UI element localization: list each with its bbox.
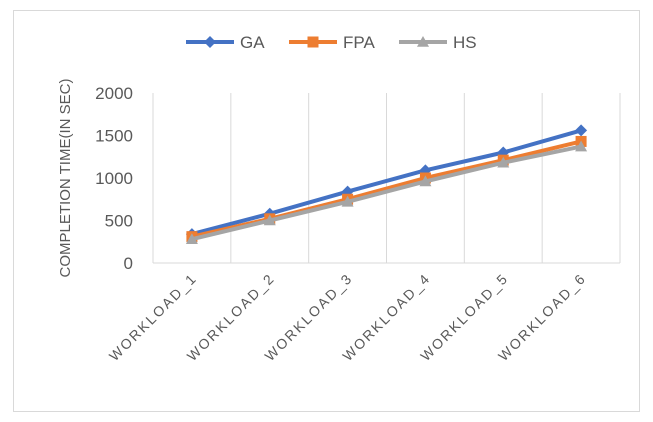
y-axis-label: COMPLETION TIME(IN SEC) <box>57 79 74 278</box>
x-axis-ticks: WORKLOAD_1WORKLOAD_2WORKLOAD_3WORKLOAD_4… <box>106 270 589 364</box>
y-tick-label: 500 <box>105 212 133 231</box>
data-point <box>575 140 588 152</box>
data-point <box>263 214 276 226</box>
chart-frame <box>13 10 640 412</box>
series-hs <box>185 140 588 244</box>
legend-label: GA <box>240 33 265 52</box>
y-axis-ticks: 0 500 1000 1500 2000 <box>95 84 133 273</box>
legend: GA FPA HS <box>186 33 477 52</box>
series-line <box>191 128 582 237</box>
legend-marker <box>417 36 429 47</box>
y-tick-label: 1000 <box>95 169 133 188</box>
series-line <box>191 144 582 242</box>
y-tick-label: 1500 <box>95 127 133 146</box>
legend-marker <box>204 36 216 48</box>
grid-lines <box>152 93 621 264</box>
legend-label: FPA <box>343 33 375 52</box>
x-tick-label: WORKLOAD_6 <box>495 270 589 364</box>
data-point <box>185 233 198 244</box>
legend-item-fpa: FPA <box>289 33 375 52</box>
data-point <box>341 195 354 207</box>
data-point <box>497 156 510 168</box>
data-point <box>575 124 588 137</box>
legend-marker <box>307 36 319 48</box>
legend-item-ga: GA <box>186 33 265 52</box>
data-point <box>419 175 432 187</box>
y-tick-label: 0 <box>124 254 133 273</box>
y-tick-label: 2000 <box>95 84 133 103</box>
legend-label: HS <box>453 33 477 52</box>
legend-item-hs: HS <box>399 33 477 52</box>
series-group <box>185 124 588 244</box>
